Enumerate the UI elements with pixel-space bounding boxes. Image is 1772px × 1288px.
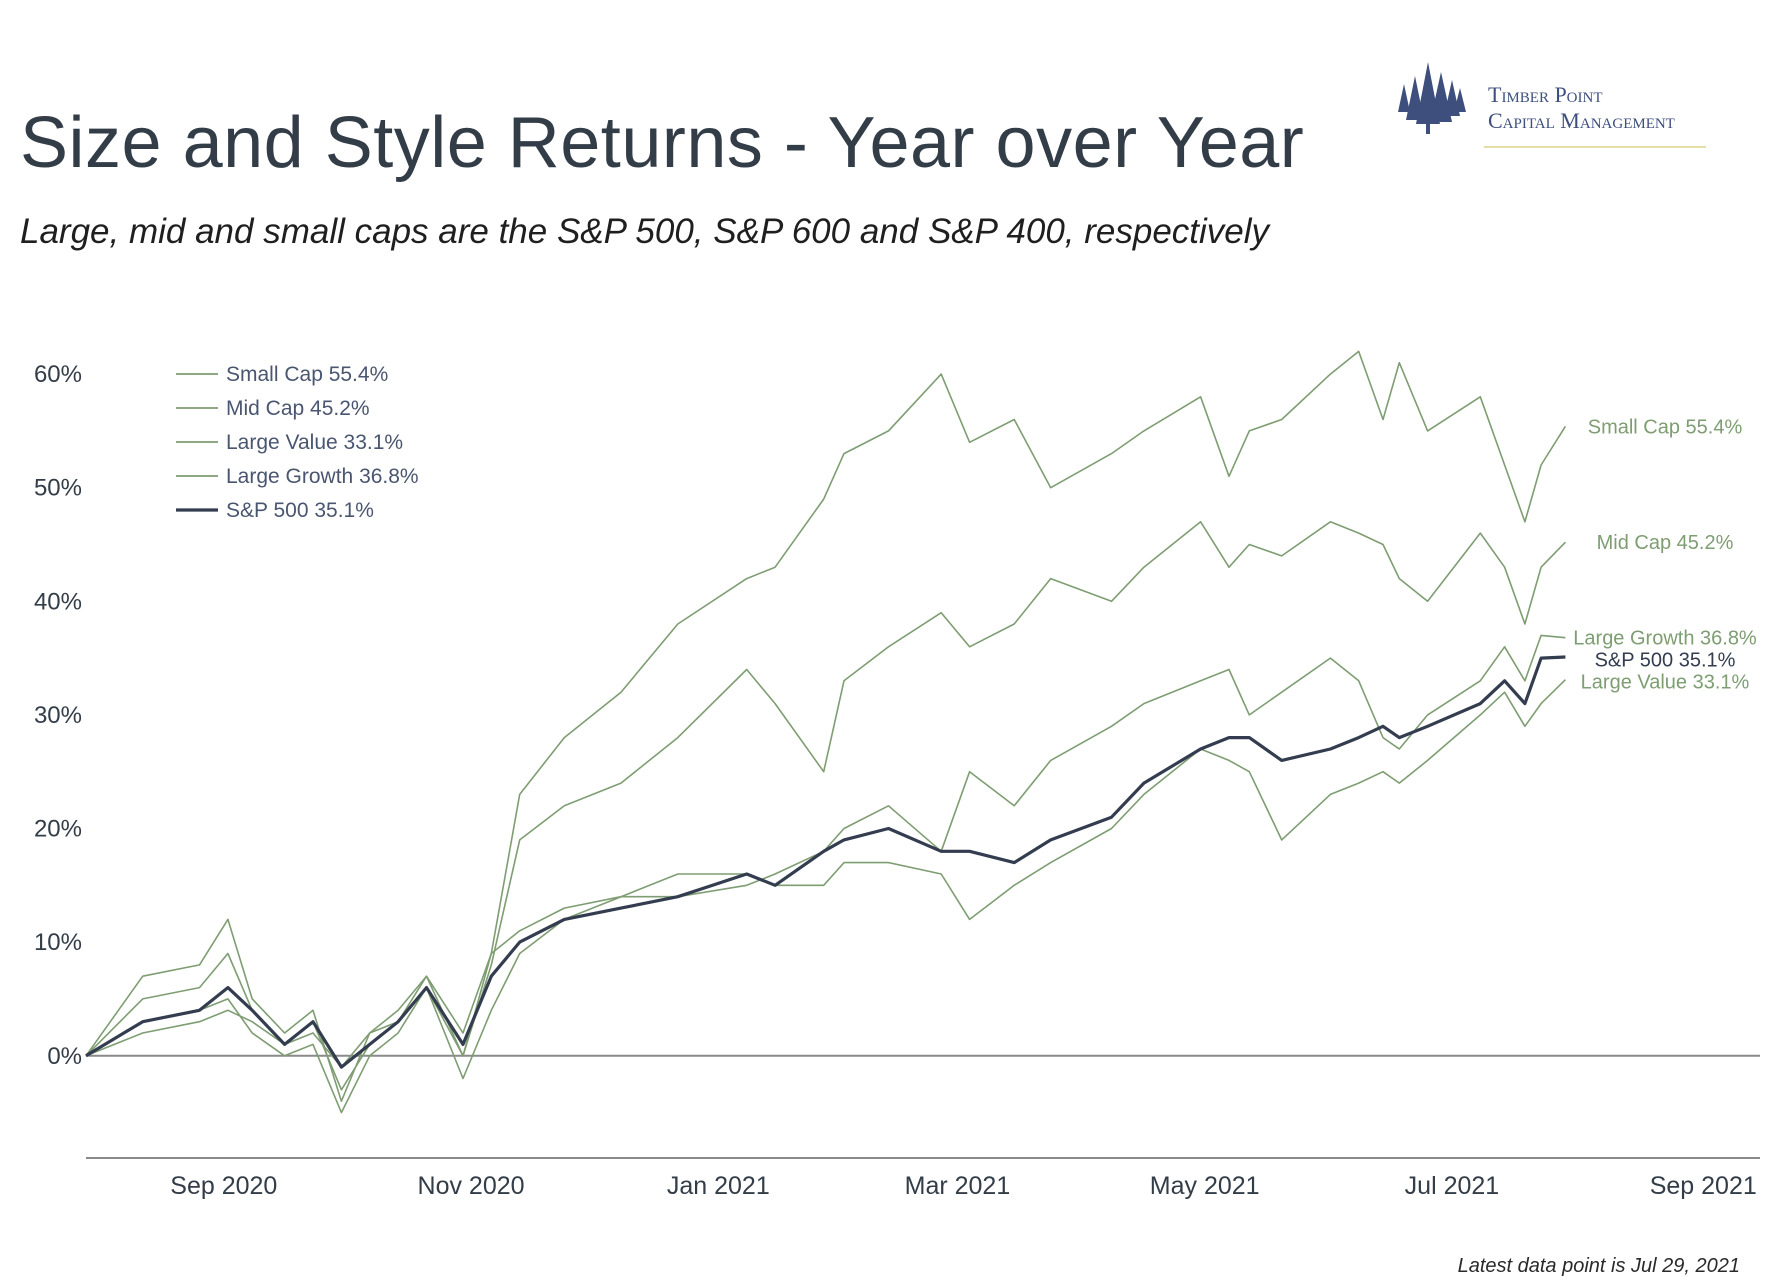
legend-label: S&P 500 35.1% xyxy=(226,499,374,522)
company-logo: Timber Point Capital Management xyxy=(1388,62,1718,162)
series-line xyxy=(85,350,1567,1102)
x-tick-label: Jan 2021 xyxy=(667,1172,770,1200)
y-tick-label: 50% xyxy=(34,475,82,502)
series-end-label: Small Cap 55.4% xyxy=(1588,416,1743,438)
series-line xyxy=(85,520,1566,1091)
legend-label: Large Value 33.1% xyxy=(226,431,403,454)
legend-label: Small Cap 55.4% xyxy=(226,363,388,386)
legend-label: Large Growth 36.8% xyxy=(226,465,419,488)
pine-trees-icon xyxy=(1398,62,1466,134)
legend: Small Cap 55.4% Mid Cap 45.2% Large Value … xyxy=(176,363,419,522)
x-tick-label: Jul 2021 xyxy=(1405,1172,1500,1200)
logo-line-2: Capital Management xyxy=(1488,108,1675,133)
series-end-label: Large Growth 36.8% xyxy=(1573,628,1757,650)
chart-subtitle: Large, mid and small caps are the S&P 50… xyxy=(20,212,1270,251)
x-tick-label: Sep 2020 xyxy=(170,1172,277,1200)
x-tick-label: Mar 2021 xyxy=(905,1172,1011,1200)
end-labels: Small Cap 55.4% Mid Cap 45.2% Large Growth… xyxy=(1573,416,1757,693)
series-end-label: Mid Cap 45.2% xyxy=(1597,532,1734,554)
series-lines xyxy=(85,350,1567,1114)
y-tick-label: 30% xyxy=(34,702,82,729)
y-axis: 0% 10% 20% 30% 40% 50% 60% xyxy=(34,361,1760,1070)
x-tick-label: May 2021 xyxy=(1150,1172,1260,1200)
y-tick-label: 20% xyxy=(34,816,82,843)
x-tick-label: Nov 2020 xyxy=(418,1172,525,1200)
legend-label: Mid Cap 45.2% xyxy=(226,397,370,420)
logo-underline xyxy=(1484,146,1706,148)
series-line xyxy=(85,655,1566,1069)
footnote: Latest data point is Jul 29, 2021 xyxy=(1457,1255,1740,1277)
series-end-label: S&P 500 35.1% xyxy=(1595,650,1736,672)
y-tick-label: 10% xyxy=(34,929,82,956)
y-tick-label: 0% xyxy=(47,1043,82,1070)
y-tick-label: 40% xyxy=(34,588,82,615)
y-tick-label: 60% xyxy=(34,361,82,388)
chart-title: Size and Style Returns - Year over Year xyxy=(20,103,1305,183)
x-axis: Sep 2020 Nov 2020 Jan 2021 Mar 2021 May 2021… xyxy=(86,1157,1760,1200)
logo-line-1: Timber Point xyxy=(1488,82,1603,107)
x-tick-label: Sep 2021 xyxy=(1650,1172,1757,1200)
series-end-label: Large Value 33.1% xyxy=(1581,672,1750,694)
series-line xyxy=(85,679,1566,1114)
